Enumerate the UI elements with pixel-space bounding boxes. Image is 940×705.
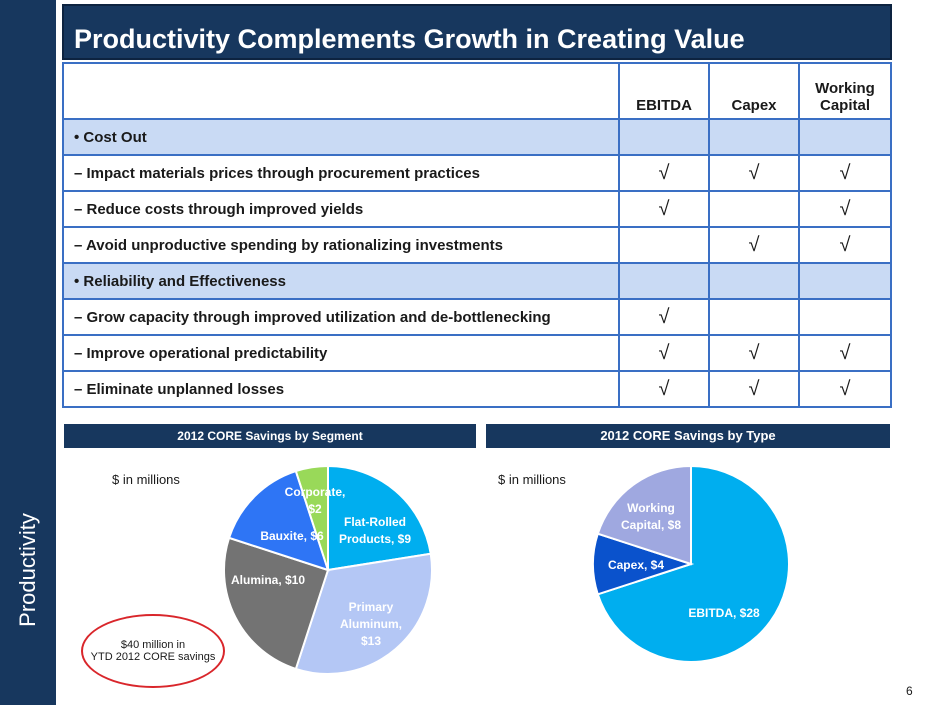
check-cell-working-capital: √ (798, 370, 892, 408)
checkmark-icon: √ (658, 377, 670, 400)
row-label: – Reduce costs through improved yields (62, 190, 620, 228)
check-cell-ebitda: √ (618, 334, 710, 372)
check-cell-ebitda (618, 226, 710, 264)
table-row: – Eliminate unplanned losses √ √ √ (62, 370, 892, 408)
check-cell-capex (708, 190, 800, 228)
row-label: – Impact materials prices through procur… (62, 154, 620, 192)
slice-label-capex: Capex, $4 (608, 558, 664, 572)
table-row: – Avoid unproductive spending by rationa… (62, 226, 892, 264)
checkmark-icon: √ (748, 377, 760, 400)
slice-label-flat-rolled-products: Flat-Rolled Products, $9 (339, 515, 411, 546)
value-matrix-table: EBITDA Capex Working Capital • Cost Out –… (62, 62, 892, 408)
table-header-blank (62, 62, 620, 120)
pie-slice-primary-aluminum (294, 552, 433, 675)
checkmark-icon: √ (658, 197, 670, 220)
total-savings-callout: $40 million in YTD 2012 CORE savings (81, 614, 225, 688)
check-cell-working-capital: √ (798, 154, 892, 192)
check-cell-capex (708, 262, 800, 300)
check-cell-capex (708, 118, 800, 156)
check-cell-capex: √ (708, 370, 800, 408)
checkmark-icon: √ (658, 161, 670, 184)
check-cell-working-capital: √ (798, 190, 892, 228)
checkmark-icon: √ (839, 197, 851, 220)
check-cell-working-capital (798, 262, 892, 300)
pie-slice-alumina (223, 536, 330, 671)
checkmark-icon: √ (658, 305, 670, 328)
callout-line-2: YTD 2012 CORE savings (90, 651, 216, 663)
check-cell-capex: √ (708, 226, 800, 264)
title-bar: Productivity Complements Growth in Creat… (62, 4, 892, 60)
check-cell-ebitda (618, 118, 710, 156)
row-label: – Grow capacity through improved utiliza… (62, 298, 620, 336)
check-cell-working-capital: √ (798, 226, 892, 264)
slice-label-working-capital: Working Capital, $8 (621, 501, 681, 532)
check-cell-ebitda: √ (618, 190, 710, 228)
checkmark-icon: √ (839, 233, 851, 256)
check-cell-ebitda: √ (618, 370, 710, 408)
checkmark-icon: √ (748, 161, 760, 184)
table-header-row: EBITDA Capex Working Capital (62, 62, 892, 120)
checkmark-icon: √ (839, 341, 851, 364)
check-cell-working-capital (798, 298, 892, 336)
sidebar-label: Productivity (15, 513, 40, 627)
check-cell-capex: √ (708, 154, 800, 192)
type-chart-header: 2012 CORE Savings by Type (486, 424, 890, 448)
pie-slice-working-capital (596, 464, 692, 566)
pie-slice-corporate (294, 464, 329, 571)
checkmark-icon: √ (748, 233, 760, 256)
segment-unit-note: $ in millions (112, 472, 180, 487)
table-body: • Cost Out – Impact materials prices thro… (62, 118, 892, 408)
slice-label-corporate: Corporate, $2 (285, 485, 346, 516)
check-cell-capex: √ (708, 334, 800, 372)
row-label: – Eliminate unplanned losses (62, 370, 620, 408)
header-ebitda: EBITDA (618, 62, 710, 120)
check-cell-working-capital (798, 118, 892, 156)
table-row: – Impact materials prices through procur… (62, 154, 892, 192)
type-pie-chart: EBITDA, $28 Capex, $4 Working Capital, $8 (592, 464, 790, 663)
checkmark-icon: √ (839, 161, 851, 184)
row-label: – Avoid unproductive spending by rationa… (62, 226, 620, 264)
slice-label-ebitda: EBITDA, $28 (688, 606, 760, 620)
section-row: • Cost Out (62, 118, 892, 156)
section-row: • Reliability and Effectiveness (62, 262, 892, 300)
check-cell-working-capital: √ (798, 334, 892, 372)
row-label: – Improve operational predictability (62, 334, 620, 372)
header-working-capital: Working Capital (798, 62, 892, 120)
header-capex: Capex (708, 62, 800, 120)
section-label: • Reliability and Effectiveness (62, 262, 620, 300)
checkmark-icon: √ (839, 377, 851, 400)
slice-label-primary-aluminum: Primary Aluminum, $13 (340, 600, 402, 648)
segment-chart-header: 2012 CORE Savings by Segment (64, 424, 476, 448)
segment-pie-chart: Flat-Rolled Products, $9 Primary Aluminum, $… (223, 464, 433, 675)
table-row: – Grow capacity through improved utiliza… (62, 298, 892, 336)
checkmark-icon: √ (748, 341, 760, 364)
check-cell-ebitda: √ (618, 298, 710, 336)
page-title: Productivity Complements Growth in Creat… (74, 24, 745, 54)
check-cell-ebitda (618, 262, 710, 300)
check-cell-ebitda: √ (618, 154, 710, 192)
section-label: • Cost Out (62, 118, 620, 156)
type-unit-note: $ in millions (498, 472, 566, 487)
pie-slice-flat-rolled-products (327, 464, 432, 572)
slice-label-alumina: Alumina, $10 (231, 573, 305, 587)
check-cell-capex (708, 298, 800, 336)
page-number: 6 (906, 684, 913, 698)
slice-label-bauxite: Bauxite, $6 (260, 529, 324, 543)
table-row: – Improve operational predictability √ √ √ (62, 334, 892, 372)
sidebar: Productivity (0, 0, 56, 705)
callout-line-1: $40 million in (120, 639, 186, 651)
checkmark-icon: √ (658, 341, 670, 364)
table-row: – Reduce costs through improved yields √ √ (62, 190, 892, 228)
